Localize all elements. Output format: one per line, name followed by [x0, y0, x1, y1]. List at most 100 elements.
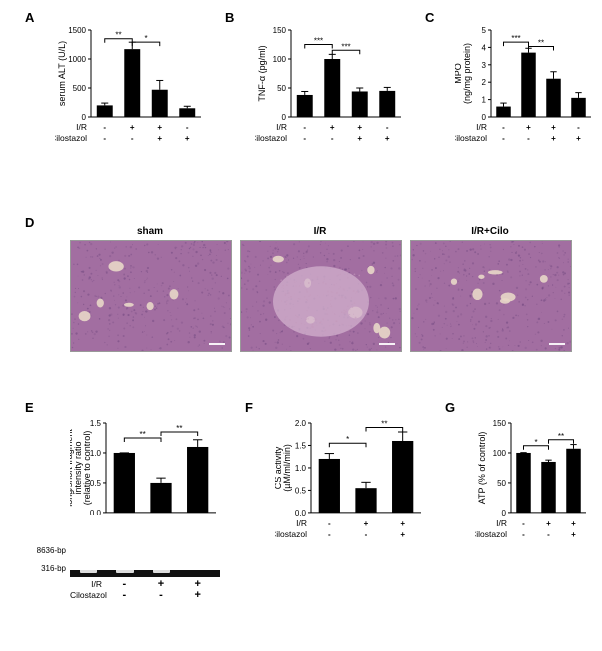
- axis-row-label: Cilostazol: [70, 590, 102, 600]
- svg-text:*: *: [534, 438, 537, 447]
- svg-text:**: **: [538, 39, 544, 48]
- svg-text:150: 150: [493, 419, 507, 428]
- svg-text:+: +: [385, 134, 390, 143]
- histology-thumb: [410, 240, 572, 352]
- axis-mark: +: [193, 589, 203, 601]
- panel-label: A: [25, 10, 34, 25]
- svg-text:0: 0: [502, 509, 507, 518]
- svg-text:500: 500: [73, 84, 87, 93]
- svg-text:+: +: [526, 123, 531, 132]
- svg-text:100: 100: [493, 449, 507, 458]
- bar-chart: 012345MPO(ng/mg protein)*****I/R-++-Cilo…: [455, 22, 595, 172]
- bar: [496, 107, 511, 117]
- svg-text:-: -: [131, 134, 134, 143]
- svg-text:-: -: [303, 123, 306, 132]
- svg-text:MPO(ng/mg protein): MPO(ng/mg protein): [455, 43, 472, 104]
- svg-text:TNF-α (pg/ml): TNF-α (pg/ml): [257, 45, 267, 101]
- svg-text:2.0: 2.0: [295, 419, 307, 428]
- svg-text:-: -: [577, 123, 580, 132]
- bar: [187, 447, 208, 513]
- axis-mark: -: [119, 589, 129, 601]
- bar-chart: 050010001500serum ALT (U/L)***I/R-++-Cil…: [55, 22, 205, 172]
- gel-row-label: 316-bp: [26, 564, 66, 573]
- svg-text:-: -: [365, 530, 368, 539]
- svg-text:***: ***: [341, 42, 350, 51]
- bar: [352, 91, 368, 117]
- bar: [571, 98, 586, 117]
- svg-text:-: -: [103, 123, 106, 132]
- svg-text:+: +: [130, 123, 135, 132]
- histology-title: sham: [70, 226, 230, 237]
- svg-text:5: 5: [482, 26, 487, 35]
- svg-text:1000: 1000: [68, 55, 86, 64]
- svg-text:0: 0: [82, 113, 87, 122]
- histology-title: I/R: [240, 226, 400, 237]
- svg-text:+: +: [551, 123, 556, 132]
- svg-text:+: +: [185, 134, 190, 143]
- svg-text:+: +: [571, 530, 576, 539]
- axis-mark: -: [156, 589, 166, 601]
- svg-text:0.5: 0.5: [295, 486, 307, 495]
- svg-text:-: -: [522, 530, 525, 539]
- svg-text:2: 2: [482, 78, 487, 87]
- svg-text:+: +: [330, 123, 335, 132]
- svg-text:+: +: [357, 123, 362, 132]
- svg-text:**: **: [115, 31, 121, 40]
- svg-text:4: 4: [482, 43, 487, 52]
- panel-label: D: [25, 215, 34, 230]
- histology-thumb: [240, 240, 402, 352]
- bar: [566, 449, 581, 513]
- bar: [516, 453, 531, 513]
- svg-text:+: +: [400, 530, 405, 539]
- panel-label: C: [425, 10, 434, 25]
- svg-text:100: 100: [273, 55, 287, 64]
- svg-text:**: **: [176, 424, 182, 433]
- bar: [379, 91, 395, 117]
- axis-row-label: I/R: [296, 518, 307, 528]
- panel-label: E: [25, 400, 34, 415]
- bar: [114, 453, 135, 513]
- gel-row-label: 8636-bp: [26, 546, 66, 555]
- svg-text:+: +: [157, 123, 162, 132]
- svg-text:-: -: [331, 134, 334, 143]
- svg-text:+: +: [576, 134, 581, 143]
- histology-thumb: [70, 240, 232, 352]
- svg-text:0: 0: [482, 113, 487, 122]
- svg-text:-: -: [386, 123, 389, 132]
- svg-text:**: **: [140, 430, 146, 439]
- svg-text:+: +: [357, 134, 362, 143]
- svg-text:1.5: 1.5: [295, 441, 307, 450]
- svg-text:***: ***: [511, 34, 520, 43]
- bar: [150, 483, 171, 513]
- svg-text:**: **: [381, 419, 387, 428]
- svg-text:+: +: [546, 519, 551, 528]
- svg-text:-: -: [303, 134, 306, 143]
- svg-text:-: -: [103, 134, 106, 143]
- bar: [179, 108, 195, 117]
- bar: [546, 79, 561, 117]
- svg-text:serum ALT (U/L): serum ALT (U/L): [57, 41, 67, 106]
- bar: [319, 459, 340, 513]
- svg-text:0: 0: [282, 113, 287, 122]
- svg-text:+: +: [551, 134, 556, 143]
- axis-row-label: I/R: [276, 122, 287, 132]
- svg-text:+: +: [157, 134, 162, 143]
- svg-text:1500: 1500: [68, 26, 86, 35]
- axis-row-label: I/R: [496, 518, 507, 528]
- svg-text:1.0: 1.0: [295, 464, 307, 473]
- panel-label: B: [225, 10, 234, 25]
- svg-text:CS activity(µM/ml/min): CS activity(µM/ml/min): [275, 444, 292, 492]
- svg-text:-: -: [502, 134, 505, 143]
- svg-text:long/short fragmentintensity r: long/short fragmentintensity ratio(relat…: [70, 429, 92, 507]
- svg-text:3: 3: [482, 61, 487, 70]
- panel-label: G: [445, 400, 455, 415]
- bar: [97, 105, 113, 117]
- svg-text:***: ***: [314, 37, 323, 46]
- svg-text:**: **: [558, 432, 564, 441]
- svg-text:50: 50: [497, 479, 506, 488]
- svg-text:50: 50: [277, 84, 286, 93]
- svg-text:-: -: [522, 519, 525, 528]
- axis-row-label: Cilostazol: [275, 529, 307, 539]
- svg-text:1.5: 1.5: [90, 419, 102, 428]
- bar: [392, 441, 413, 513]
